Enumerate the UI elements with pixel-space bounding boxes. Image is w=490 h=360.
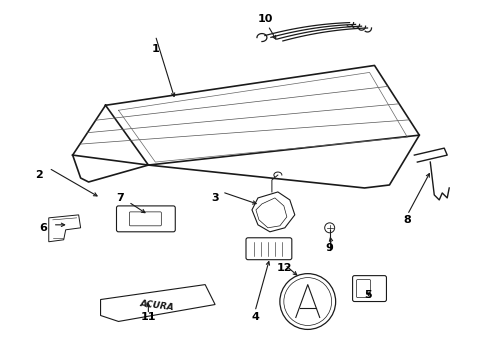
- Text: 5: 5: [364, 289, 371, 300]
- Text: 10: 10: [257, 14, 272, 24]
- Text: 6: 6: [39, 223, 47, 233]
- Text: 3: 3: [211, 193, 219, 203]
- Text: 2: 2: [35, 170, 43, 180]
- Text: 8: 8: [403, 215, 411, 225]
- Text: ACURA: ACURA: [140, 299, 175, 312]
- Text: 7: 7: [117, 193, 124, 203]
- Text: 12: 12: [277, 263, 293, 273]
- Text: 11: 11: [141, 312, 156, 323]
- Text: 1: 1: [151, 44, 159, 54]
- Text: 9: 9: [326, 243, 334, 253]
- Text: 4: 4: [251, 312, 259, 323]
